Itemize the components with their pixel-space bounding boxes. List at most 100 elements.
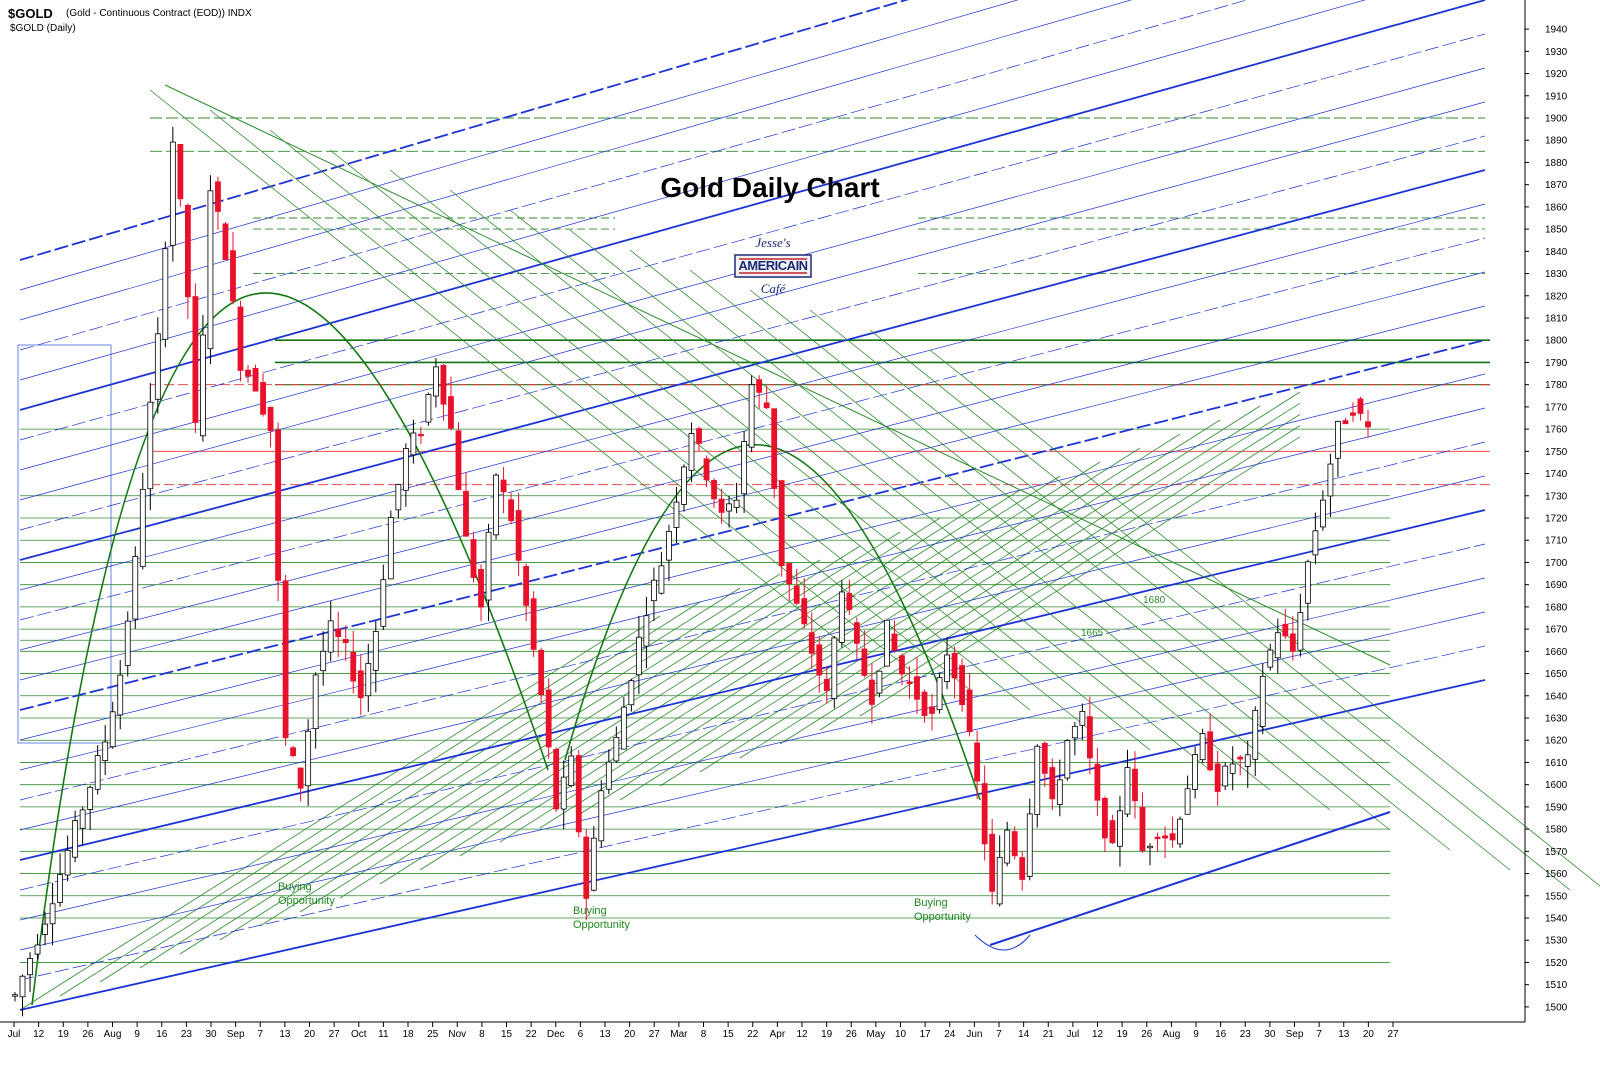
candle-body xyxy=(1139,806,1146,852)
down-trend-line xyxy=(449,189,1151,751)
time-tick-label: May xyxy=(866,1029,885,1040)
candle-body xyxy=(162,248,169,340)
candle-body xyxy=(906,681,913,684)
candle-body xyxy=(455,430,462,490)
candle-body xyxy=(222,223,229,260)
candle-body xyxy=(1026,813,1033,877)
candle-body xyxy=(57,874,63,903)
candle-body xyxy=(1229,763,1236,774)
chart-title: Gold Daily Chart xyxy=(660,172,880,203)
candle-body xyxy=(500,479,507,493)
candle-body xyxy=(966,689,973,733)
green-trend-line xyxy=(619,419,1221,801)
price-tick-label: 1790 xyxy=(1545,358,1568,369)
candle-body xyxy=(635,636,642,676)
time-tick-label: 13 xyxy=(1338,1029,1350,1040)
candle-body xyxy=(1207,731,1214,771)
price-tick-label: 1670 xyxy=(1545,625,1568,636)
price-tick-label: 1910 xyxy=(1545,91,1568,102)
candle-body xyxy=(1214,763,1221,792)
blue-trend-line xyxy=(19,305,1486,681)
candle-body xyxy=(1222,765,1229,787)
candle-body xyxy=(297,767,304,789)
time-tick-label: 15 xyxy=(501,1029,513,1040)
logo-graphic: Jesse's AMERICAIN Café xyxy=(734,235,812,296)
candle-body xyxy=(538,649,545,695)
annotation-line: Opportunity xyxy=(914,911,971,923)
candle-body xyxy=(64,850,71,876)
annotation-line: Buying xyxy=(573,905,607,917)
price-tick-label: 1920 xyxy=(1545,69,1568,80)
candle-body xyxy=(1365,421,1371,428)
candle-body xyxy=(342,639,349,644)
candle-body xyxy=(1184,788,1191,815)
candle-body xyxy=(387,517,394,580)
candle-body xyxy=(1117,810,1123,847)
green-trend-line xyxy=(859,436,1301,717)
time-tick-label: 9 xyxy=(134,1029,140,1040)
candle-body xyxy=(1011,831,1018,857)
candle-body xyxy=(876,670,883,694)
candle-body xyxy=(1177,818,1183,845)
candle-body xyxy=(605,761,612,790)
price-tick-label: 1900 xyxy=(1545,114,1568,125)
time-tick-label: 14 xyxy=(1018,1029,1030,1040)
candle-body xyxy=(1282,623,1289,637)
time-tick-label: Aug xyxy=(1162,1029,1180,1040)
candle-body xyxy=(786,563,793,585)
candle-body xyxy=(1086,716,1093,759)
candle-body xyxy=(1342,420,1349,425)
candle-body xyxy=(831,637,838,699)
price-tick-label: 1610 xyxy=(1545,758,1568,769)
candlesticks xyxy=(12,126,1371,1017)
price-tick-label: 1660 xyxy=(1545,647,1568,658)
green-trend-line xyxy=(459,475,1061,857)
down-trend-line xyxy=(869,329,1571,891)
blue-trend-line xyxy=(19,0,1366,381)
candle-body xyxy=(1147,845,1153,849)
candle-body xyxy=(440,365,447,405)
price-tick-label: 1650 xyxy=(1545,669,1568,680)
price-tick-label: 1830 xyxy=(1545,269,1568,280)
candle-body xyxy=(658,565,665,594)
candle-body xyxy=(267,406,274,432)
candle-body xyxy=(252,367,259,392)
down-trend-line xyxy=(929,349,1600,887)
price-tick-label: 1860 xyxy=(1545,202,1568,213)
time-tick-label: Sep xyxy=(1286,1029,1304,1040)
blue-trend-line xyxy=(19,611,1486,951)
time-tick-label: 7 xyxy=(1316,1029,1322,1040)
down-trend-line xyxy=(269,129,971,691)
candle-body xyxy=(1252,709,1259,760)
time-tick-label: Jul xyxy=(8,1029,21,1040)
time-tick-label: 13 xyxy=(279,1029,291,1040)
candle-body xyxy=(1289,633,1296,652)
candle-body xyxy=(1199,733,1206,761)
price-axis: 1500 1510 1520 1530 1540 1550 1560 1570 1580 1590… xyxy=(0,0,1568,1023)
candle-body xyxy=(1019,857,1026,880)
blue-trend-line xyxy=(19,645,1486,981)
candle-body xyxy=(523,566,530,606)
blue-trend-line xyxy=(19,509,1486,861)
green-trend-line xyxy=(219,559,821,941)
time-tick-label: 19 xyxy=(1117,1029,1129,1040)
candle-body xyxy=(598,790,605,842)
candle-body xyxy=(1237,756,1244,760)
candle-body xyxy=(49,903,56,925)
time-tick-label: 8 xyxy=(701,1029,707,1040)
blue-trend-line xyxy=(19,135,1486,531)
annotation-line: Opportunity xyxy=(278,895,335,907)
arc-curves xyxy=(31,292,1031,1006)
time-tick-label: 20 xyxy=(304,1029,316,1040)
price-tick-label: 1740 xyxy=(1545,469,1568,480)
green-trend-line xyxy=(179,573,781,955)
time-tick-label: 12 xyxy=(1092,1029,1104,1040)
time-tick-label: 15 xyxy=(723,1029,735,1040)
time-tick-label: 25 xyxy=(427,1029,439,1040)
candle-body xyxy=(726,503,732,512)
blue-trend-line xyxy=(19,373,1486,741)
candle-body xyxy=(853,622,860,644)
candle-body xyxy=(823,679,830,691)
candle-body xyxy=(1094,763,1101,801)
